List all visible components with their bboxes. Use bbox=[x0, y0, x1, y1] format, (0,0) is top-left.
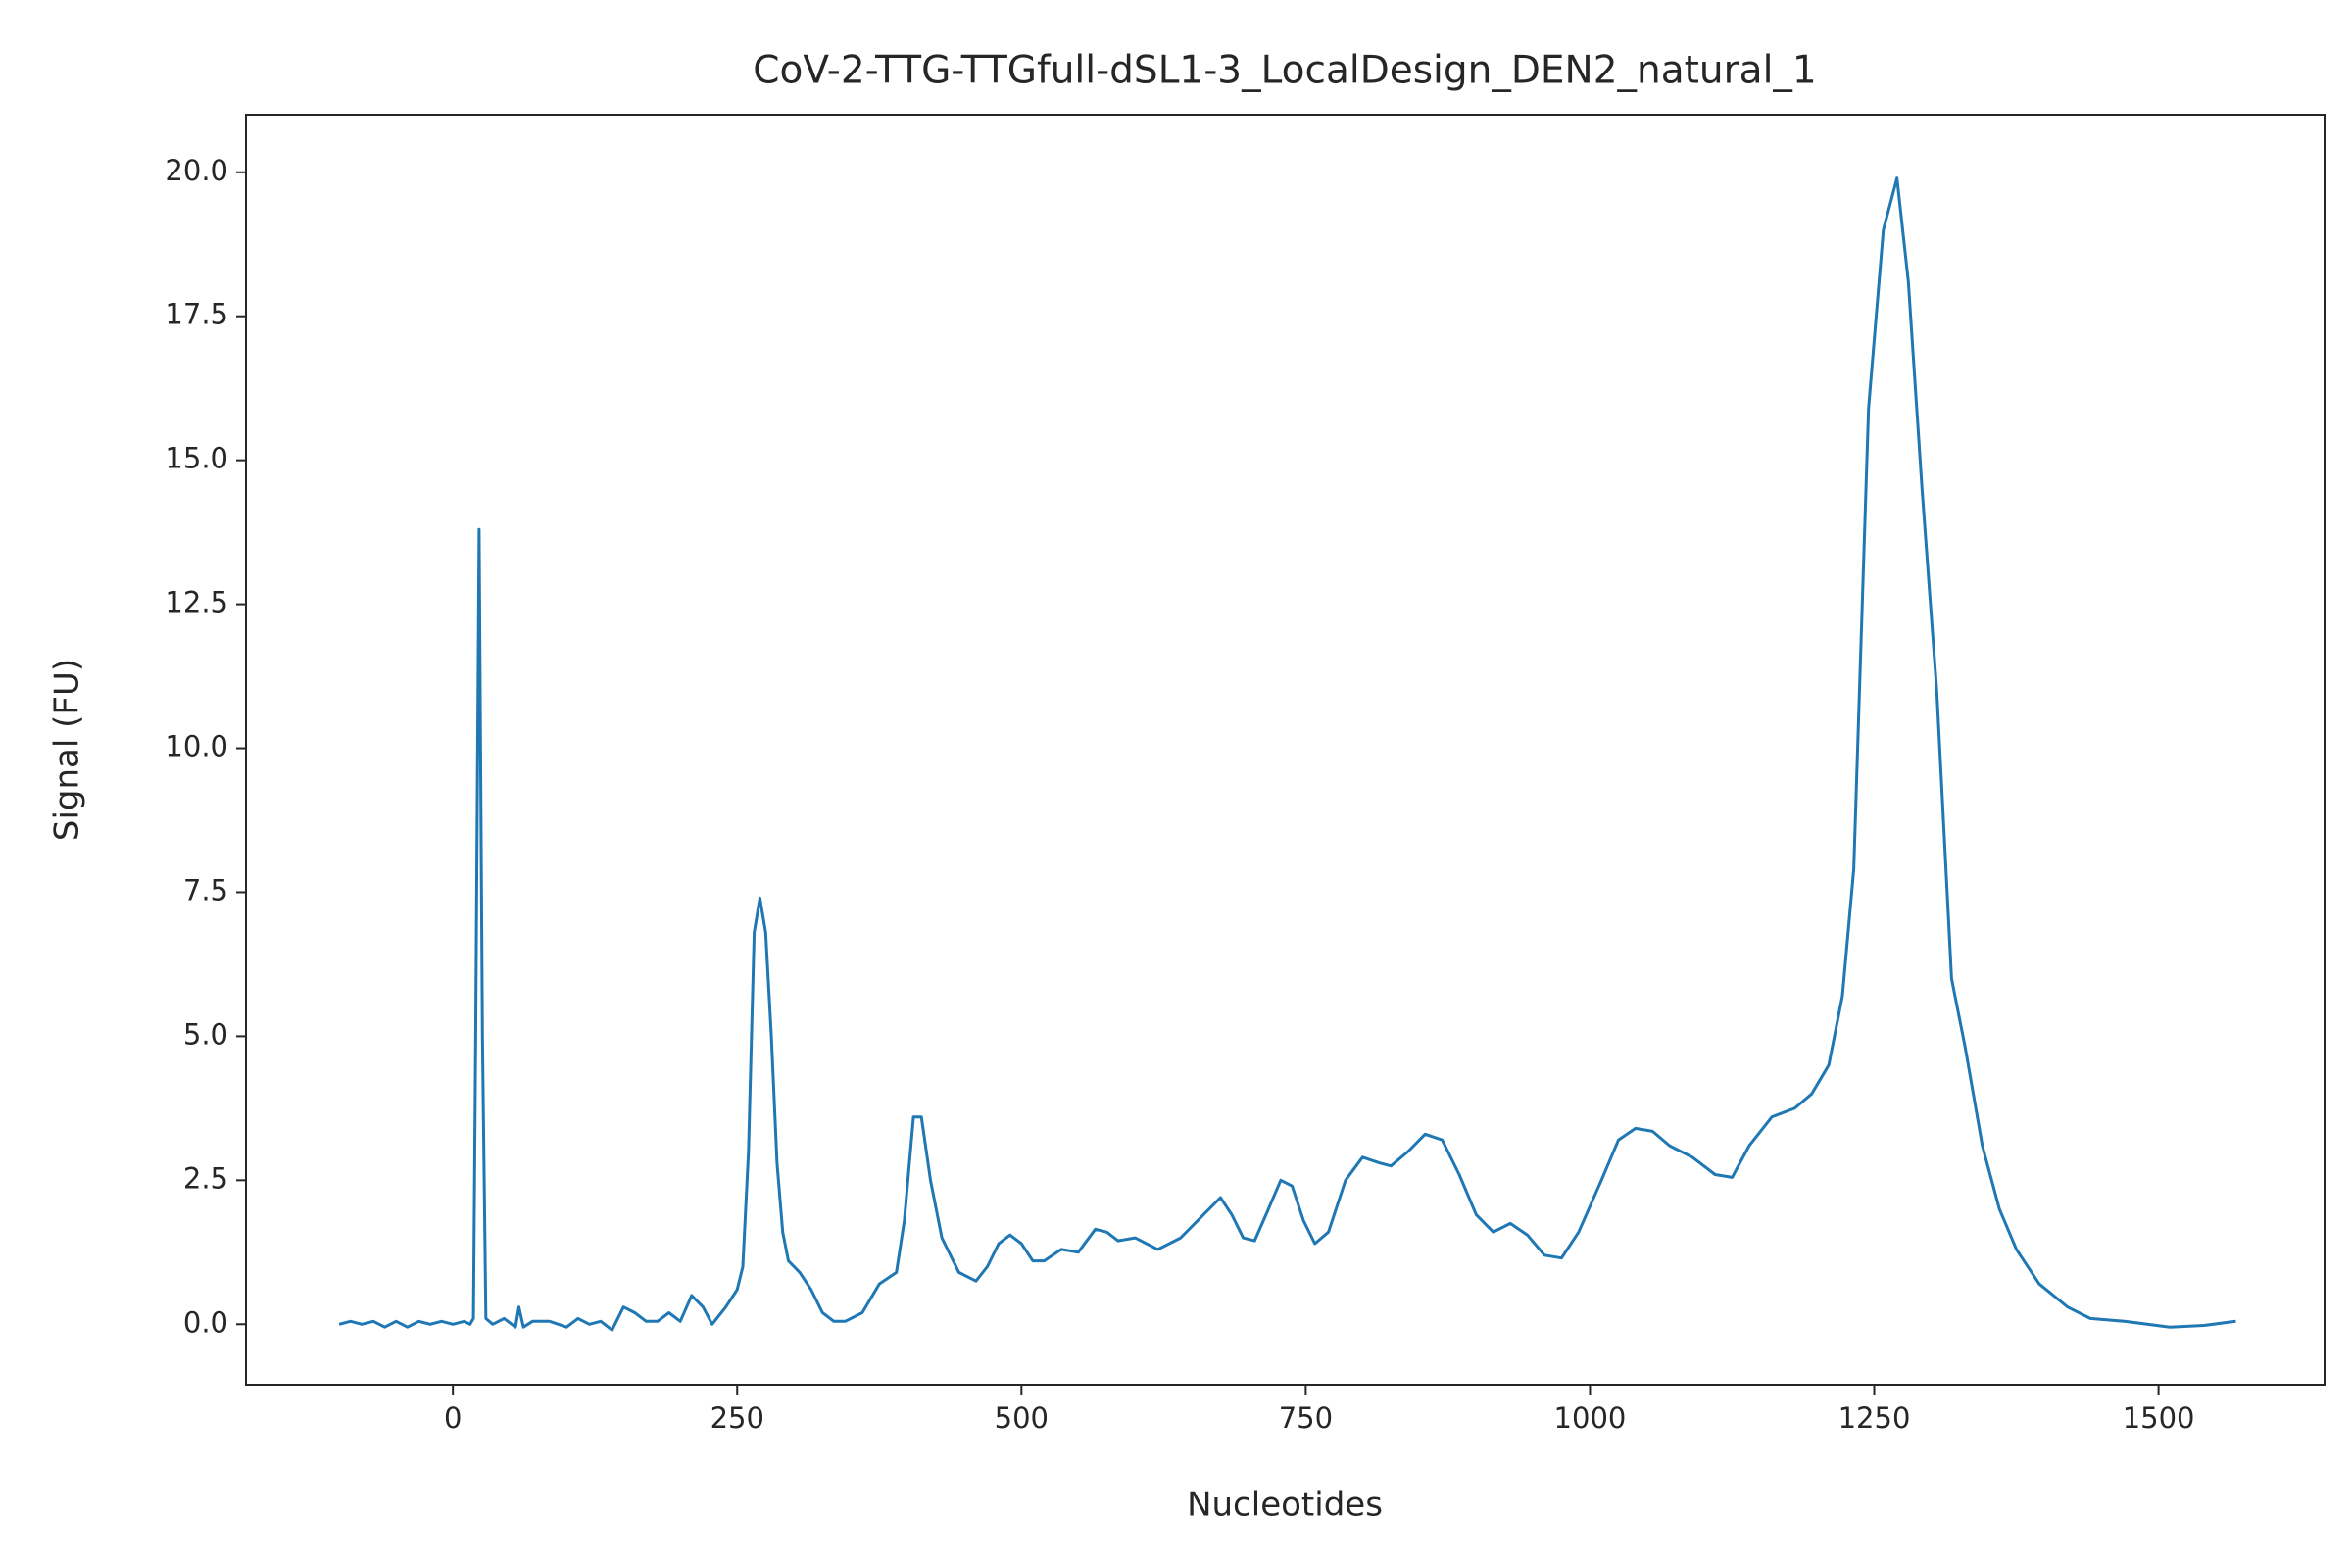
y-tick-label: 7.5 bbox=[183, 873, 228, 906]
y-axis-label: Signal (FU) bbox=[48, 659, 87, 841]
x-tick-label: 0 bbox=[444, 1401, 462, 1435]
plot-frame bbox=[245, 114, 2326, 1386]
x-tick-label: 500 bbox=[995, 1401, 1049, 1435]
x-tick-label: 1500 bbox=[2123, 1401, 2195, 1435]
y-tick-label: 17.5 bbox=[165, 298, 228, 331]
x-axis-label: Nucleotides bbox=[1187, 1486, 1383, 1525]
y-tick-label: 5.0 bbox=[183, 1017, 228, 1051]
y-tick-label: 2.5 bbox=[183, 1161, 228, 1195]
y-tick-label: 15.0 bbox=[165, 442, 228, 475]
x-tick-label: 1250 bbox=[1838, 1401, 1911, 1435]
y-tick-label: 10.0 bbox=[165, 730, 228, 763]
x-tick-label: 250 bbox=[710, 1401, 764, 1435]
y-tick-label: 0.0 bbox=[183, 1305, 228, 1339]
x-tick-label: 1000 bbox=[1554, 1401, 1627, 1435]
y-tick-label: 12.5 bbox=[165, 586, 228, 619]
chart-title: CoV-2-TTG-TTGfull-dSL1-3_LocalDesign_DEN… bbox=[753, 49, 1816, 93]
y-tick-label: 20.0 bbox=[165, 154, 228, 187]
x-tick-label: 750 bbox=[1279, 1401, 1333, 1435]
data-line bbox=[338, 176, 2236, 1332]
